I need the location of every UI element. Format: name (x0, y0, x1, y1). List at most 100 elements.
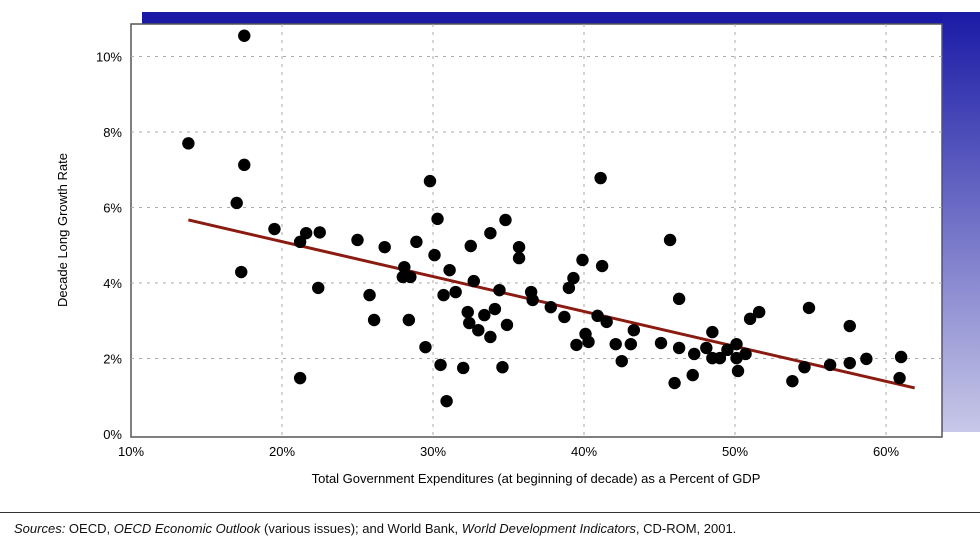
x-tick-label: 60% (873, 444, 899, 459)
data-point (431, 212, 444, 226)
x-tick-label: 20% (269, 444, 295, 459)
data-point (686, 368, 699, 382)
data-point (570, 338, 583, 352)
data-point (351, 233, 364, 247)
data-point (434, 358, 447, 372)
data-point (627, 323, 641, 337)
data-point (672, 341, 686, 355)
data-point (512, 251, 526, 265)
data-point (428, 248, 441, 262)
data-point (363, 288, 376, 302)
data-point (544, 300, 557, 314)
data-point (467, 274, 480, 288)
data-point (457, 361, 470, 375)
data-point (512, 240, 526, 254)
data-point (423, 174, 437, 188)
data-point (752, 305, 766, 319)
data-point (615, 354, 628, 368)
y-tick-label: 6% (103, 201, 122, 216)
data-point (402, 313, 416, 327)
data-point (419, 340, 432, 354)
data-point (743, 312, 757, 326)
data-point (672, 292, 686, 306)
data-point (398, 260, 411, 274)
y-tick-label: 2% (103, 352, 122, 367)
data-point (404, 270, 417, 284)
data-point (688, 347, 701, 361)
data-point (706, 325, 719, 339)
data-point (484, 330, 497, 344)
data-point (624, 337, 638, 351)
data-point (893, 371, 906, 385)
data-point (654, 336, 668, 350)
data-point (293, 371, 307, 385)
top-accent-bar (142, 12, 980, 25)
sources-text: OECD, (65, 521, 114, 536)
data-point (449, 285, 462, 299)
x-axis-label: Total Government Expenditures (at beginn… (312, 471, 761, 486)
data-point (786, 374, 799, 388)
data-point (562, 281, 576, 295)
y-tick-label: 0% (103, 427, 122, 442)
data-point (663, 233, 677, 247)
data-point (443, 263, 456, 277)
sources-title: World Development Indicators (461, 521, 636, 536)
side-accent-bar (942, 12, 980, 432)
data-point (268, 222, 281, 236)
data-point (493, 283, 506, 297)
sources-title: OECD Economic Outlook (113, 521, 261, 536)
x-tick-label: 50% (722, 444, 748, 459)
data-point (484, 226, 497, 240)
data-point (843, 319, 856, 333)
data-point (313, 226, 326, 239)
data-point (312, 281, 325, 295)
data-point (594, 171, 607, 185)
data-point (731, 364, 745, 378)
data-point (464, 239, 477, 253)
data-point (230, 196, 243, 210)
data-point (860, 352, 873, 366)
data-point (798, 360, 811, 374)
sources-text: (various issues); and World Bank, (260, 521, 462, 536)
data-point (567, 271, 580, 285)
data-point (440, 394, 453, 408)
data-point (472, 323, 485, 337)
x-tick-label: 30% (420, 444, 446, 459)
data-point (238, 29, 251, 42)
sources-text: , CD-ROM, 2001. (635, 521, 737, 536)
data-point (843, 356, 856, 370)
data-point (478, 308, 491, 322)
data-point (496, 360, 509, 374)
data-point (367, 313, 381, 327)
y-tick-label: 10% (96, 50, 122, 65)
data-point (609, 337, 622, 351)
data-point (238, 158, 251, 172)
y-tick-label: 8% (103, 125, 122, 140)
data-point (488, 302, 502, 316)
data-point (499, 213, 512, 227)
x-tick-label: 10% (118, 444, 144, 459)
data-point (299, 226, 313, 240)
plot-area (130, 23, 943, 438)
data-point (595, 259, 609, 273)
data-point (182, 137, 195, 150)
data-point (823, 358, 837, 372)
data-point (437, 288, 450, 302)
sources-prefix: Sources: (14, 521, 66, 536)
y-tick-label: 4% (103, 276, 122, 291)
x-tick-label: 40% (571, 444, 597, 459)
data-point (293, 235, 307, 249)
data-point (526, 293, 539, 307)
data-point (461, 305, 474, 319)
data-point (668, 376, 681, 390)
data-point (713, 351, 727, 365)
data-point (700, 341, 713, 355)
data-point (410, 235, 423, 249)
data-point (721, 343, 734, 357)
data-point (582, 335, 595, 349)
data-point (894, 350, 908, 364)
data-point (558, 310, 571, 324)
y-axis-label: Decade Long Growth Rate (55, 153, 70, 307)
data-point (500, 318, 514, 332)
